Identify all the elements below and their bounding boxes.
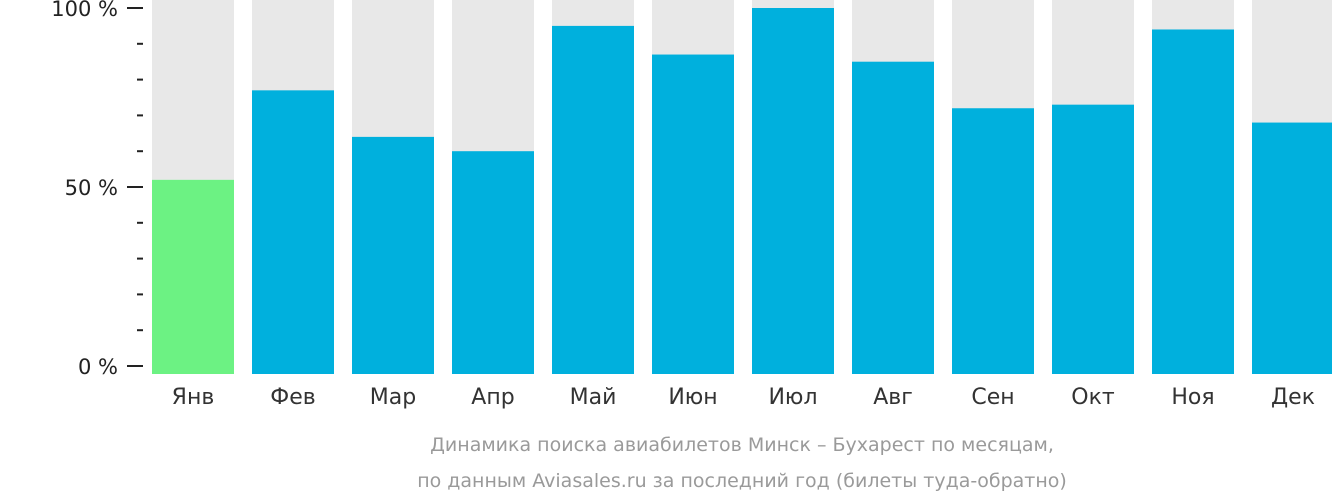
y-tick-label: 0 % xyxy=(78,355,118,379)
bar-9 xyxy=(1052,104,1134,374)
bar-4 xyxy=(552,25,634,375)
bar-5 xyxy=(652,54,734,374)
y-tick-label: 100 % xyxy=(51,0,118,21)
month-label: Июл xyxy=(768,385,817,410)
month-label: Май xyxy=(570,385,617,410)
bar-10 xyxy=(1152,29,1234,374)
chart-title: Динамика поиска авиабилетов Минск – Буха… xyxy=(430,434,1054,456)
bar-0 xyxy=(152,179,234,374)
bar-8 xyxy=(952,108,1034,375)
bar-6 xyxy=(752,8,834,374)
bar-2 xyxy=(352,136,434,374)
month-label: Сен xyxy=(971,385,1014,410)
month-label: Фев xyxy=(270,385,315,410)
y-tick-label: 50 % xyxy=(65,176,118,200)
month-label: Окт xyxy=(1071,385,1115,410)
month-label: Авг xyxy=(873,385,913,410)
bar-1 xyxy=(252,90,334,374)
chart-subtitle: по данным Aviasales.ru за последний год … xyxy=(417,470,1067,492)
month-label: Мар xyxy=(370,385,416,410)
month-label: Апр xyxy=(471,385,514,410)
month-label: Дек xyxy=(1271,385,1315,410)
month-label: Ноя xyxy=(1171,385,1214,410)
month-label: Июн xyxy=(668,385,717,410)
bar-11 xyxy=(1252,122,1332,374)
bar-7 xyxy=(852,61,934,374)
bar-3 xyxy=(452,151,534,374)
month-label: Янв xyxy=(172,385,215,410)
